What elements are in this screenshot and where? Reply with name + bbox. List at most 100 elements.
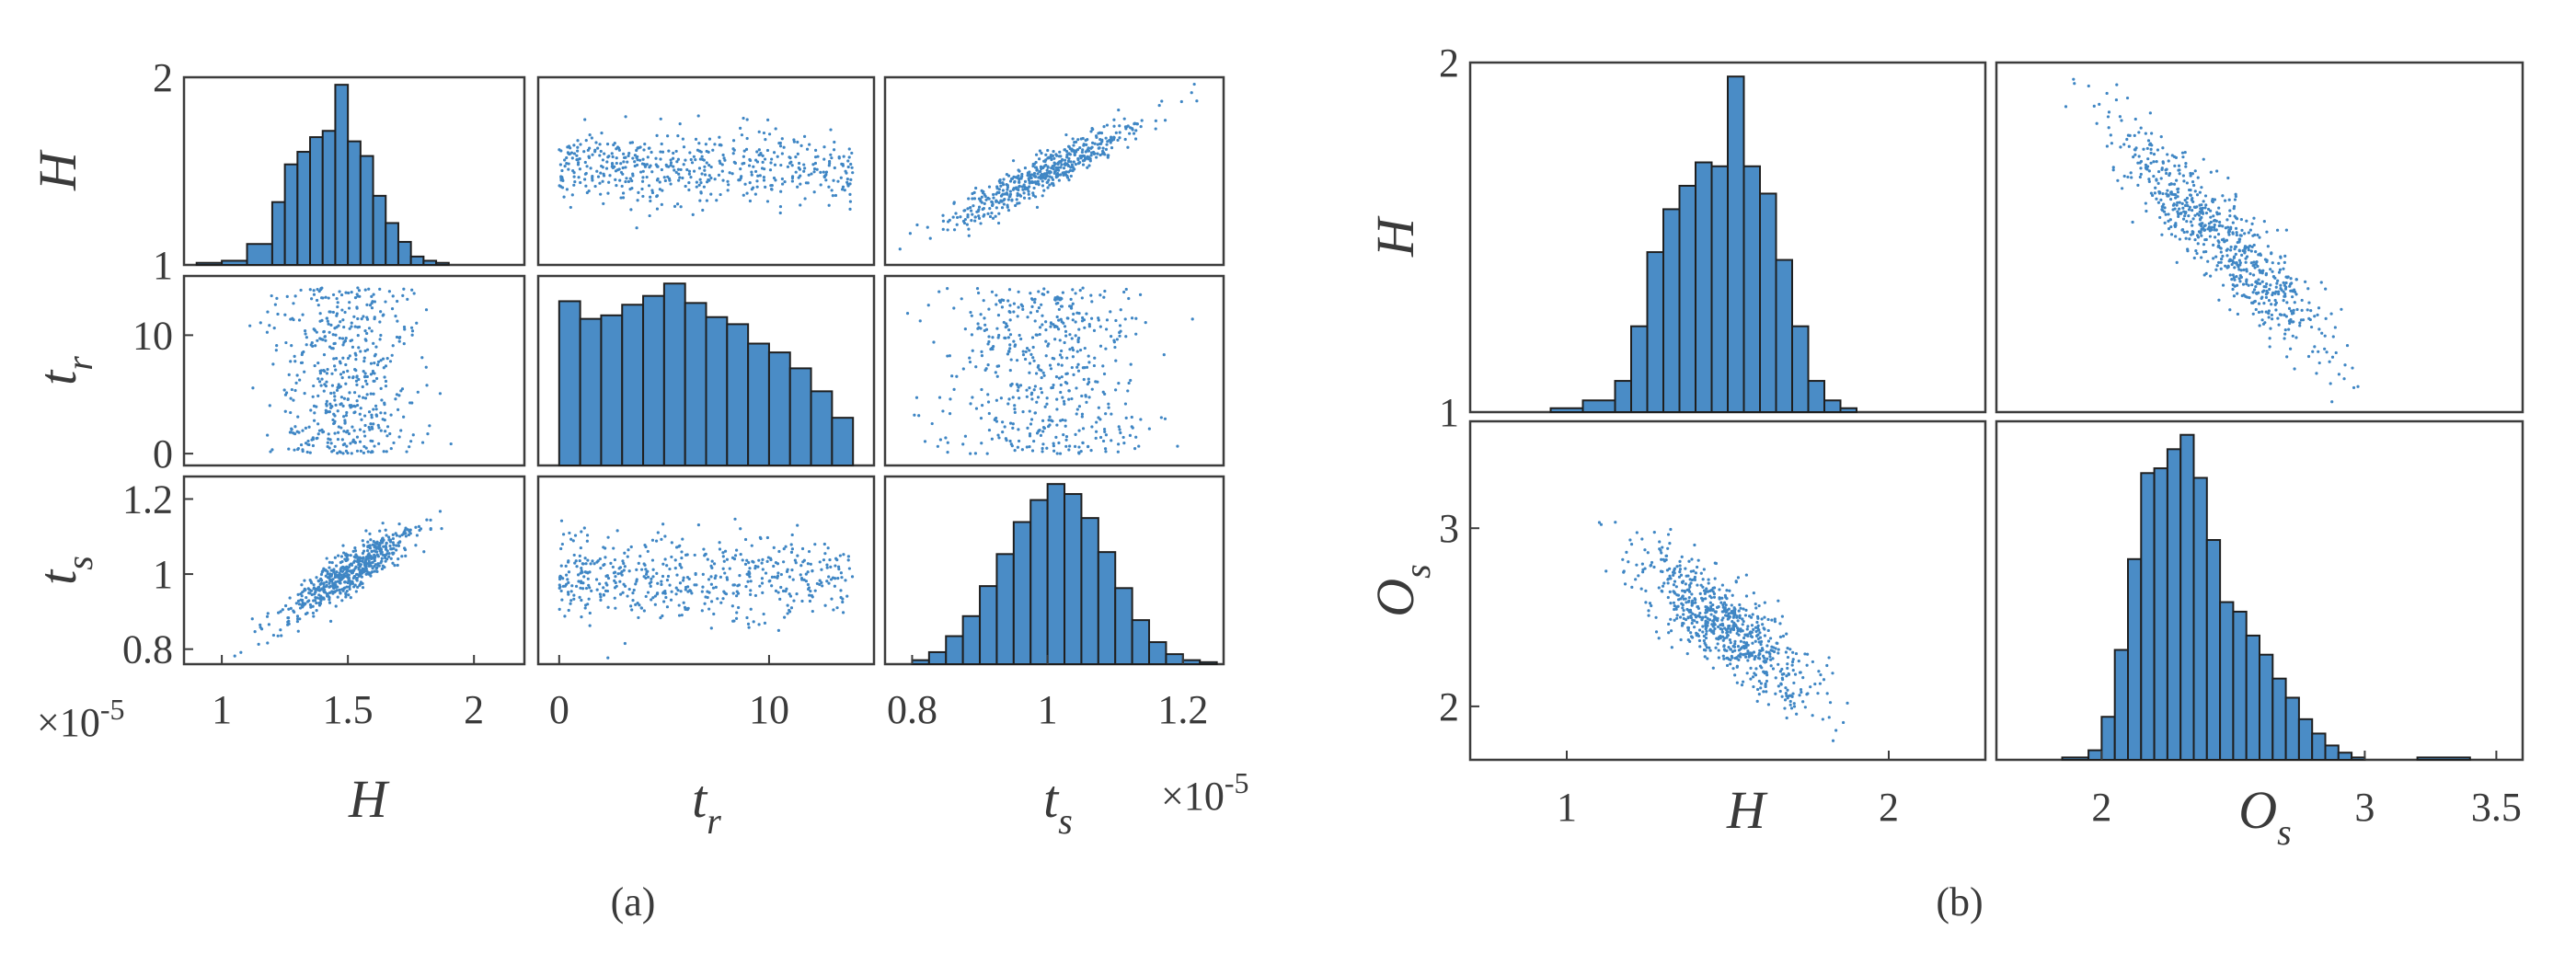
- a-scatter-tr-vs-ts-point: [1060, 356, 1064, 360]
- a-scatter-ts-vs-H-point: [328, 576, 331, 580]
- b-scatter-H-vs-Os-point: [2202, 157, 2205, 161]
- caption-b: (b): [1936, 879, 1983, 924]
- a-scatter-tr-vs-H-point: [340, 438, 344, 442]
- a-scatter-H-vs-tr-point: [774, 127, 777, 131]
- b-scatter-H-vs-Os-point: [2274, 308, 2278, 312]
- b-scatter-Os-vs-H-point: [1666, 577, 1671, 580]
- b-scatter-Os-vs-H-point: [1784, 692, 1788, 695]
- a-scatter-ts-vs-tr-point: [560, 542, 564, 546]
- a-scatter-tr-vs-ts-point: [963, 434, 968, 438]
- a-scatter-ts-vs-H-point: [348, 587, 351, 591]
- a-scatter-ts-vs-tr-point: [645, 570, 649, 574]
- a-scatter-H-vs-tr-point: [606, 155, 610, 159]
- a-scatter-tr-vs-H-point: [323, 383, 327, 386]
- b-scatter-H-vs-Os-point: [2317, 306, 2321, 310]
- b-scatter-H-vs-Os-point: [2181, 155, 2185, 159]
- b-scatter-Os-vs-H-point: [1765, 657, 1769, 660]
- a-scatter-ts-vs-H-point: [406, 528, 409, 532]
- b-scatter-Os-vs-H-point: [1654, 615, 1658, 619]
- a-scatter-H-vs-ts-point: [997, 188, 1001, 191]
- a-scatter-tr-vs-ts-point: [1068, 348, 1072, 351]
- a-scatter-H-vs-tr-point: [671, 156, 675, 160]
- b-scatter-Os-vs-H-point: [1670, 646, 1673, 649]
- b-scatter-H-vs-Os-point: [2215, 264, 2219, 268]
- a-scatter-ts-vs-tr-point: [770, 584, 774, 588]
- a-scatter-tr-vs-ts-point: [1104, 433, 1109, 437]
- a-scatter-H-vs-ts-point: [1083, 155, 1087, 160]
- a-scatter-tr-vs-H-point: [349, 442, 352, 445]
- a-hist-ts-bar-5: [995, 553, 1015, 666]
- b-hist-H-bar-16: [1839, 407, 1857, 414]
- b-scatter-H-vs-Os-point: [2107, 110, 2111, 114]
- a-scatter-H-vs-tr-point: [842, 155, 845, 158]
- a-scatter-ts-vs-tr-point: [685, 575, 690, 580]
- b-scatter-H-vs-Os-point: [2155, 197, 2158, 201]
- a-scatter-ts-vs-tr-point: [613, 557, 617, 562]
- b-scatter-H-vs-Os-point: [2218, 224, 2222, 227]
- a-scatter-H-vs-ts-point: [1038, 169, 1041, 174]
- a-scatter-H-vs-tr-point: [649, 199, 652, 203]
- b-scatter-Os-vs-H-point: [1667, 622, 1671, 626]
- a-scatter-ts-vs-tr-point: [842, 553, 845, 557]
- b-scatter-Os-vs-H-point: [1788, 648, 1792, 651]
- a-scatter-ts-vs-H-point: [334, 580, 338, 584]
- b-hist-Os-bar-13: [2245, 634, 2260, 762]
- a-scatter-ts-vs-tr-point: [559, 546, 563, 551]
- b-scatter-H-vs-Os-point: [2204, 203, 2208, 207]
- a-scatter-tr-vs-H-point: [363, 372, 367, 375]
- a-scatter-H-vs-ts-point: [1034, 153, 1039, 156]
- a-scatter-ts-vs-H-point: [361, 586, 365, 590]
- a-ylabel-H: H: [28, 149, 87, 191]
- b-scatter-H-vs-Os-point: [2199, 207, 2202, 211]
- a-scatter-tr-vs-H-point: [317, 290, 321, 293]
- a-scatter-ts-vs-tr-point: [665, 579, 670, 582]
- b-hist-Os-bar-9: [2192, 476, 2208, 761]
- a-scatter-H-vs-tr-point: [759, 151, 763, 155]
- b-hist-H-bar-12: [1775, 258, 1793, 413]
- a-scatter-ts-vs-H-point: [257, 642, 260, 647]
- a-scatter-tr-vs-ts-point: [1037, 290, 1041, 293]
- a-scatter-tr-vs-H-point: [319, 384, 323, 387]
- b-scatter-H-vs-Os-point: [2159, 198, 2163, 201]
- a-scatter-ts-vs-tr-point: [681, 537, 684, 541]
- b-scatter-H-vs-Os-point: [2184, 210, 2188, 214]
- a-scatter-H-vs-tr-point: [674, 170, 678, 175]
- a-scatter-ts-vs-tr-point: [587, 583, 591, 587]
- a-scatter-tr-vs-ts-point: [1126, 389, 1130, 393]
- a-scatter-ts-vs-tr-point: [769, 557, 773, 562]
- b-scatter-H-vs-Os-point: [2235, 233, 2238, 237]
- a-scatter-tr-vs-ts-point: [971, 396, 974, 399]
- a-scatter-H-vs-ts-point: [951, 215, 955, 219]
- a-scatter-ts-vs-tr-point: [622, 561, 626, 566]
- b-scatter-H-vs-Os-point: [2290, 281, 2294, 285]
- a-scatter-ts-vs-tr-point: [644, 545, 648, 549]
- b-scatter-Os-vs-H-point: [1715, 618, 1719, 622]
- b-scatter-H-vs-Os-point: [2277, 323, 2281, 327]
- b-scatter-Os-vs-H-point: [1704, 619, 1708, 623]
- a-scatter-tr-vs-ts-point: [1012, 339, 1016, 343]
- b-scatter-H-vs-Os-point: [2264, 273, 2268, 277]
- b-scatter-H-vs-Os-point: [2195, 251, 2199, 256]
- a-scatter-H-vs-tr-point: [618, 178, 622, 182]
- a-scatter-ts-vs-tr-point: [744, 584, 748, 589]
- a-scatter-ts-vs-tr-point: [712, 562, 717, 566]
- b-scatter-Os-vs-H-point: [1686, 600, 1690, 603]
- a-scatter-H-vs-tr-point: [655, 207, 660, 211]
- b-scatter-H-vs-Os-point: [2167, 227, 2171, 231]
- a-scatter-tr-vs-H-point: [382, 366, 385, 370]
- b-scatter-H-vs-Os-point: [2203, 206, 2207, 210]
- a-scatter-ts-vs-H-point: [354, 553, 358, 557]
- a-scatter-H-vs-tr-point: [573, 179, 577, 184]
- a-scatter-ts-vs-tr-point: [627, 587, 631, 591]
- a-scatter-ts-vs-H-point: [368, 544, 372, 547]
- b-scatter-H-vs-Os-point: [2268, 345, 2271, 349]
- a-scatter-tr-vs-H-point: [296, 447, 300, 452]
- b-scatter-Os-vs-H-point: [1661, 584, 1665, 588]
- a-scatter-tr-vs-ts-point: [1144, 321, 1147, 325]
- a-scatter-H-vs-tr-point: [757, 130, 761, 133]
- b-scatter-H-vs-Os-point: [2251, 291, 2255, 294]
- a-scatter-H-vs-tr-point: [748, 199, 753, 203]
- a-scatter-H-vs-ts-point: [1059, 166, 1063, 169]
- a-scatter-H-vs-ts-point: [961, 219, 966, 224]
- a-scatter-tr-vs-H-point: [383, 403, 386, 407]
